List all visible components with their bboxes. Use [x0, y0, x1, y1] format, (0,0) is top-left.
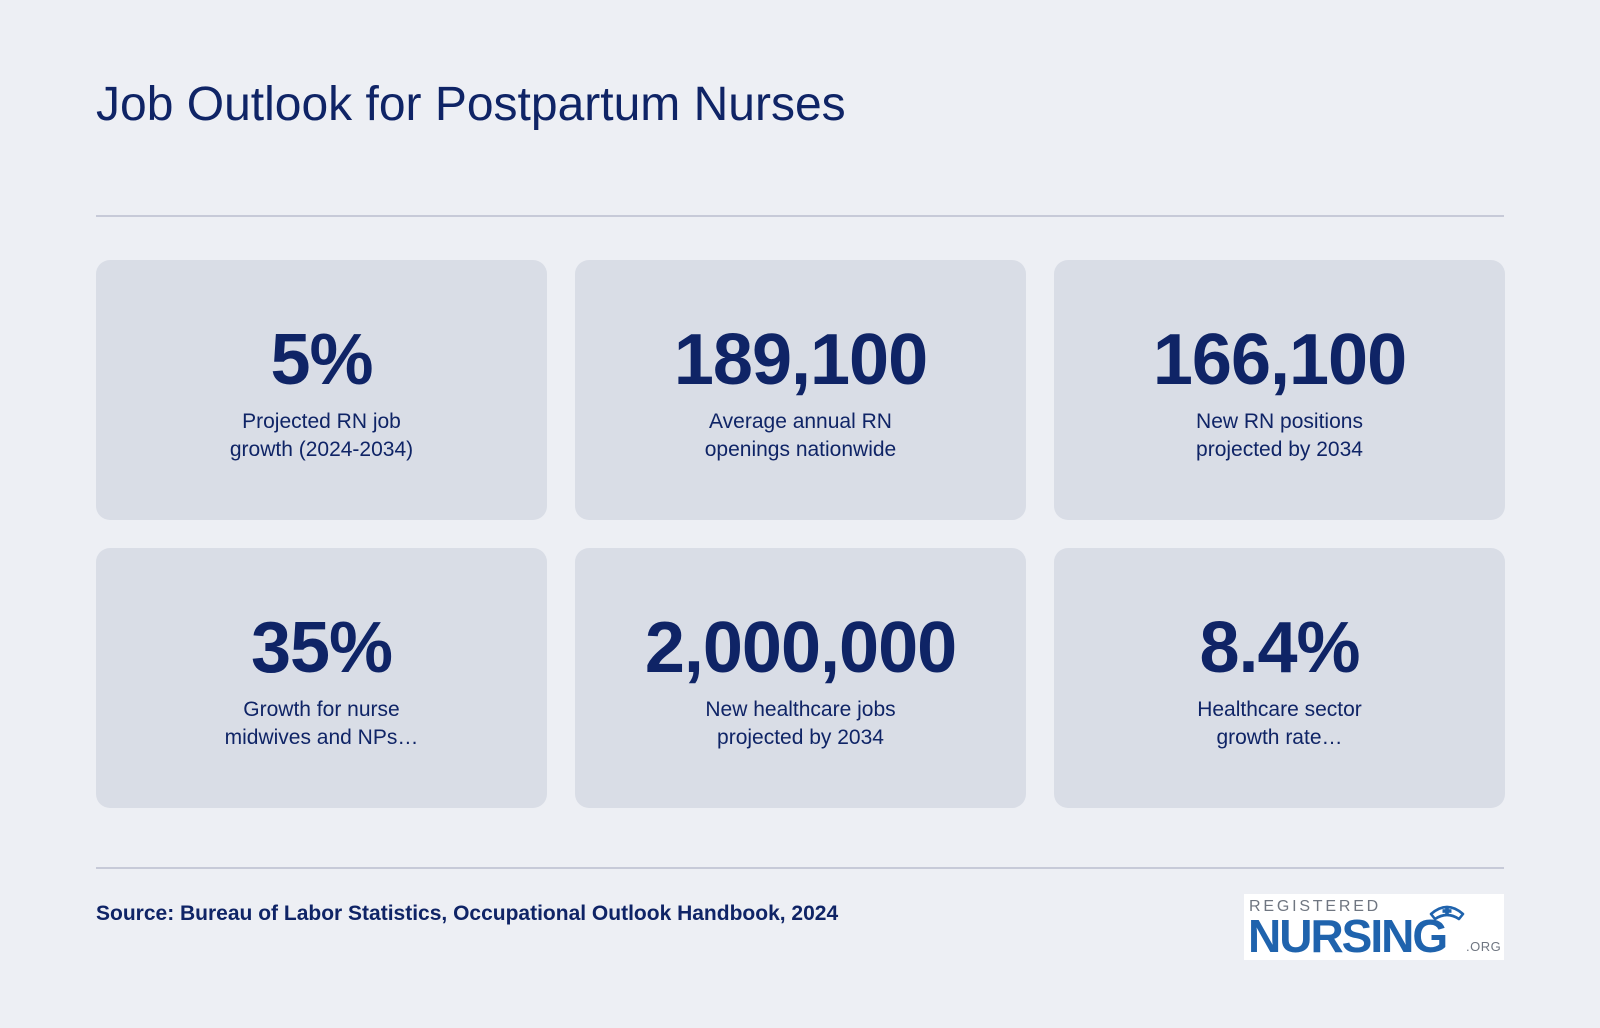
stat-label: Healthcare sector growth rate…: [1197, 698, 1362, 749]
logo-suffix-text: .ORG: [1466, 939, 1502, 954]
stat-label: New healthcare jobs projected by 2034: [705, 698, 896, 749]
stat-label: Projected RN job growth (2024-2034): [229, 410, 414, 461]
stats-grid: 5% Projected RN job growth (2024-2034) 1…: [96, 260, 1505, 808]
logo-top-text: REGISTERED: [1249, 898, 1382, 915]
stat-value: 8.4%: [1199, 608, 1360, 688]
stat-card-midwives-nps-growth: 35% Growth for nurse midwives and NPs…: [96, 548, 547, 808]
stat-label: Growth for nurse midwives and NPs…: [224, 698, 419, 749]
stat-label: New RN positions projected by 2034: [1196, 410, 1363, 461]
stat-card-new-rn-positions: 166,100 New RN positions projected by 20…: [1054, 260, 1505, 520]
stat-value: 5%: [270, 320, 373, 400]
page-title: Job Outlook for Postpartum Nurses: [96, 78, 846, 131]
stat-value: 189,100: [673, 320, 928, 400]
stat-card-rn-job-growth: 5% Projected RN job growth (2024-2034): [96, 260, 547, 520]
logo-main-text: NURSING: [1248, 910, 1448, 960]
stat-card-healthcare-growth-rate: 8.4% Healthcare sector growth rate…: [1054, 548, 1505, 808]
registered-nursing-logo: REGISTERED NURSING .ORG: [1244, 894, 1504, 960]
top-divider: [96, 215, 1504, 217]
source-citation: Source: Bureau of Labor Statistics, Occu…: [96, 902, 839, 925]
stat-value: 35%: [250, 608, 393, 688]
stat-value: 166,100: [1152, 320, 1407, 400]
stat-value: 2,000,000: [644, 608, 957, 688]
stat-label: Average annual RN openings nationwide: [704, 410, 897, 461]
stat-card-healthcare-jobs: 2,000,000 New healthcare jobs projected …: [575, 548, 1026, 808]
bottom-divider: [96, 867, 1504, 869]
stat-card-annual-openings: 189,100 Average annual RN openings natio…: [575, 260, 1026, 520]
nurse-cap-icon: [1429, 905, 1465, 921]
